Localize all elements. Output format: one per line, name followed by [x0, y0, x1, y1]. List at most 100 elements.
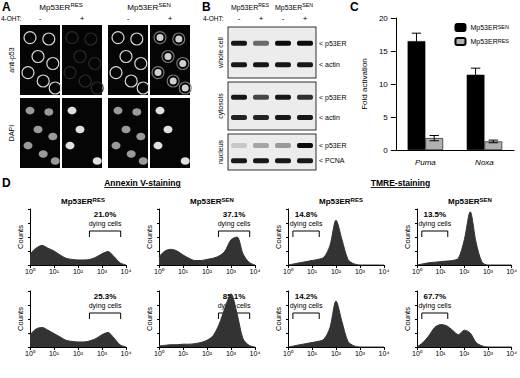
svg-text:14.8%: 14.8% — [295, 210, 318, 219]
svg-text:Counts: Counts — [16, 307, 25, 331]
svg-text:10³: 10³ — [97, 268, 108, 275]
svg-text:Counts: Counts — [403, 307, 412, 331]
svg-text:10²: 10² — [202, 350, 213, 357]
svg-text:Mp53ER: Mp53ER — [448, 197, 480, 206]
svg-text:25.3%: 25.3% — [94, 292, 117, 301]
svg-text:Puma: Puma — [415, 158, 436, 167]
svg-text:10²: 10² — [459, 350, 470, 357]
svg-text:10⁴: 10⁴ — [506, 268, 517, 275]
svg-text:RES: RES — [498, 38, 510, 44]
svg-text:dying cells: dying cells — [89, 220, 122, 228]
svg-text:TMRE-staining: TMRE-staining — [371, 178, 431, 188]
svg-text:-: - — [282, 14, 285, 23]
svg-text:10⁴: 10⁴ — [250, 268, 261, 275]
svg-text:10²: 10² — [73, 350, 84, 357]
svg-text:whole cell: whole cell — [217, 37, 224, 69]
svg-text:Mp53ERRES: Mp53ERRES — [231, 2, 270, 12]
svg-text:10⁴: 10⁴ — [250, 350, 261, 357]
svg-text:21.0%: 21.0% — [94, 210, 117, 219]
svg-text:DAPI: DAPI — [8, 125, 15, 141]
svg-text:67.7%: 67.7% — [423, 292, 446, 301]
svg-text:B: B — [202, 0, 211, 14]
svg-text:10²: 10² — [459, 268, 470, 275]
svg-text:RES: RES — [93, 197, 105, 203]
svg-text:10²: 10² — [73, 268, 84, 275]
svg-text:10⁴: 10⁴ — [506, 350, 517, 357]
svg-text:dying cells: dying cells — [218, 220, 251, 228]
svg-text:< actin: < actin — [319, 114, 340, 121]
svg-text:< p53ER: < p53ER — [319, 94, 346, 102]
svg-text:-: - — [127, 14, 130, 23]
svg-text:Mp53ERSEN: Mp53ERSEN — [127, 2, 170, 12]
svg-text:dying cells: dying cells — [418, 302, 451, 310]
svg-text:C: C — [350, 0, 359, 14]
svg-text:Noxa: Noxa — [475, 158, 494, 167]
svg-text:< p53ER: < p53ER — [319, 40, 346, 48]
svg-text:15: 15 — [379, 47, 388, 56]
svg-text:Counts: Counts — [274, 225, 283, 249]
svg-text:10³: 10³ — [355, 268, 366, 275]
svg-text:10³: 10³ — [483, 350, 494, 357]
svg-text:Counts: Counts — [145, 307, 154, 331]
svg-text:10¹: 10¹ — [307, 350, 318, 357]
svg-text:Fold activation: Fold activation — [360, 58, 369, 110]
svg-text:10⁰: 10⁰ — [25, 268, 36, 275]
svg-text:13.5%: 13.5% — [423, 210, 446, 219]
svg-text:Counts: Counts — [403, 225, 412, 249]
svg-text:Counts: Counts — [145, 225, 154, 249]
svg-text:Mp53ERRES: Mp53ERRES — [39, 2, 82, 12]
svg-text:anti-p53: anti-p53 — [8, 47, 16, 72]
svg-text:SEN: SEN — [498, 24, 509, 30]
svg-text:Mp53ER: Mp53ER — [190, 197, 222, 206]
svg-text:+: + — [259, 14, 264, 23]
svg-text:10⁰: 10⁰ — [283, 350, 294, 357]
svg-text:10⁰: 10⁰ — [154, 268, 165, 275]
svg-text:Mp53ER: Mp53ER — [61, 197, 93, 206]
svg-text:dying cells: dying cells — [89, 302, 122, 310]
svg-text:10²: 10² — [331, 268, 342, 275]
svg-text:-: - — [39, 14, 42, 23]
svg-text:-: - — [238, 14, 241, 23]
svg-text:10⁰: 10⁰ — [412, 268, 423, 275]
svg-text:37.1%: 37.1% — [223, 210, 246, 219]
svg-text:85.1%: 85.1% — [223, 292, 246, 301]
svg-text:20: 20 — [379, 14, 388, 23]
svg-text:10⁴: 10⁴ — [121, 350, 132, 357]
svg-text:10⁴: 10⁴ — [379, 350, 390, 357]
svg-text:10⁰: 10⁰ — [25, 350, 36, 357]
svg-text:10³: 10³ — [97, 350, 108, 357]
svg-text:+: + — [80, 14, 85, 23]
svg-text:Mp53ER: Mp53ER — [470, 38, 497, 46]
svg-text:SEN: SEN — [222, 197, 234, 203]
svg-text:10¹: 10¹ — [49, 268, 60, 275]
svg-text:Mp53ERSEN: Mp53ERSEN — [275, 2, 313, 12]
svg-text:10¹: 10¹ — [178, 350, 189, 357]
svg-text:10¹: 10¹ — [307, 268, 318, 275]
svg-text:10⁴: 10⁴ — [379, 268, 390, 275]
svg-text:4-OHT:: 4-OHT: — [203, 15, 224, 22]
svg-text:10³: 10³ — [226, 268, 237, 275]
svg-text:+: + — [168, 14, 173, 23]
svg-text:10³: 10³ — [355, 350, 366, 357]
svg-text:10²: 10² — [202, 268, 213, 275]
svg-text:10²: 10² — [331, 350, 342, 357]
svg-text:14.2%: 14.2% — [295, 292, 318, 301]
svg-text:5: 5 — [383, 113, 388, 122]
svg-text:Mp53ER: Mp53ER — [319, 197, 351, 206]
svg-text:SEN: SEN — [480, 197, 492, 203]
svg-text:10⁰: 10⁰ — [412, 350, 423, 357]
svg-text:< actin: < actin — [319, 61, 340, 68]
svg-text:Counts: Counts — [274, 307, 283, 331]
svg-text:10³: 10³ — [483, 268, 494, 275]
svg-text:10¹: 10¹ — [178, 268, 189, 275]
svg-text:Mp53ER: Mp53ER — [470, 24, 497, 32]
svg-text:cytosols: cytosols — [217, 93, 225, 119]
svg-text:nucleus: nucleus — [217, 139, 224, 164]
svg-text:D: D — [2, 176, 11, 190]
svg-text:10: 10 — [379, 80, 388, 89]
svg-text:10¹: 10¹ — [436, 350, 447, 357]
svg-text:4-OHT:: 4-OHT: — [1, 15, 22, 22]
svg-text:10⁰: 10⁰ — [154, 350, 165, 357]
svg-text:10³: 10³ — [226, 350, 237, 357]
svg-text:+: + — [303, 14, 308, 23]
